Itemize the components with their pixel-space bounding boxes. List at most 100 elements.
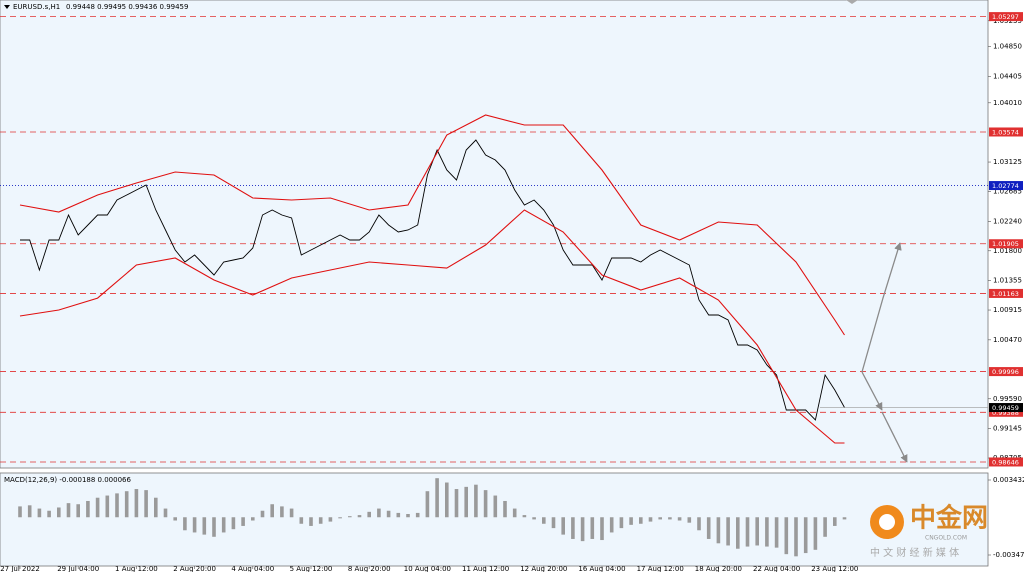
macd-bar xyxy=(445,482,449,518)
macd-bar xyxy=(328,517,333,522)
plot xyxy=(18,114,988,557)
macd-bar xyxy=(784,517,789,555)
macd-bar xyxy=(736,517,740,549)
macd-bar xyxy=(415,512,420,518)
macd-pane xyxy=(0,472,989,567)
macd-bar xyxy=(425,491,430,518)
macd-bar xyxy=(27,505,32,518)
y-tick-label: 0.99590 xyxy=(993,395,1022,403)
macd-bar xyxy=(435,478,439,518)
macd-bar xyxy=(619,517,624,529)
macd-bar xyxy=(590,517,595,539)
macd-bar xyxy=(260,510,265,518)
macd-bar xyxy=(794,517,798,557)
macd-bar xyxy=(706,517,711,539)
level-label-box xyxy=(989,12,1023,22)
level-label-box xyxy=(989,127,1023,137)
macd-bar xyxy=(163,508,168,518)
macd-bar xyxy=(658,517,662,520)
macd-bar xyxy=(386,510,391,518)
macd-bar xyxy=(803,517,808,554)
y-tick-label: 1.02240 xyxy=(993,217,1022,225)
macd-bar xyxy=(726,517,730,546)
macd-title: MACD(12,26,9) -0.000188 0.000066 xyxy=(4,476,131,484)
macd-bar xyxy=(406,513,410,518)
macd-bar xyxy=(522,515,527,518)
y-tick-label: 1.01355 xyxy=(993,277,1022,285)
macd-bar xyxy=(648,517,653,522)
y-tick-label: 1.04405 xyxy=(993,72,1022,80)
macd-bar xyxy=(18,506,22,518)
macd-bar xyxy=(774,517,779,548)
macd-bar xyxy=(134,489,139,518)
x-tick-label: 23 Aug 12:00 xyxy=(811,565,858,572)
macd-bar xyxy=(338,517,342,519)
level-label-box xyxy=(989,288,1023,298)
macd-bar xyxy=(231,517,236,530)
chart-title: EURUSD.s,H1 xyxy=(13,3,60,11)
watermark-site: CNGOLD.COM xyxy=(925,535,967,542)
menu-arrow xyxy=(4,5,10,9)
macd-bar xyxy=(542,517,546,524)
macd-bar xyxy=(512,508,517,518)
macd-bar xyxy=(503,500,507,518)
macd-bar xyxy=(144,490,148,518)
macd-bar xyxy=(309,517,313,526)
x-tick-label: 5 Aug 12:00 xyxy=(290,565,333,572)
macd-bar xyxy=(76,504,80,518)
level-label: 0.98646 xyxy=(992,458,1019,466)
x-tick-label: 29 Jul 04:00 xyxy=(57,565,99,572)
macd-bar xyxy=(212,517,216,537)
macd-bar xyxy=(280,506,284,518)
last-price-label: 0.99459 xyxy=(992,404,1019,412)
macd-bar xyxy=(629,517,633,525)
watermark-logo: 中金网 xyxy=(910,503,988,534)
macd-bar xyxy=(299,517,304,524)
macd-bar xyxy=(561,517,565,535)
macd-bar xyxy=(173,517,177,521)
macd-bar xyxy=(454,489,459,518)
macd-bar xyxy=(396,512,401,518)
macd-bar xyxy=(270,504,274,518)
x-tick-label: 1 Aug 12:00 xyxy=(115,565,158,572)
macd-bar xyxy=(115,493,119,518)
macd-bar xyxy=(668,517,672,520)
macd-bar xyxy=(154,497,158,518)
macd-bar xyxy=(202,517,207,535)
macd-bar xyxy=(289,508,294,518)
level-label-box xyxy=(989,367,1023,377)
y-tick-label: 1.02685 xyxy=(993,188,1022,196)
x-tick-label: 17 Aug 12:00 xyxy=(637,565,684,572)
last-price-box xyxy=(989,403,1023,413)
macd-bar xyxy=(677,517,682,521)
watermark-tagline: 中 文 财 经 新 媒 体 xyxy=(870,546,959,559)
level-label-box xyxy=(989,181,1023,191)
x-tick-label: 4 Aug 04:00 xyxy=(231,565,274,572)
macd-bar xyxy=(221,517,226,533)
y-tick-label: -0.003478 xyxy=(993,551,1024,559)
shift-marker xyxy=(846,0,858,4)
macd-bar xyxy=(483,490,488,518)
macd-bar xyxy=(377,508,381,518)
macd-bar xyxy=(367,511,371,518)
macd-bar xyxy=(493,495,498,518)
chart-subtitle: 0.99448 0.99495 0.99436 0.99459 xyxy=(66,3,188,11)
level-label: 1.05297 xyxy=(992,13,1019,21)
macd-bar xyxy=(241,517,245,526)
macd-bar xyxy=(813,517,818,550)
macd-bar xyxy=(571,517,575,539)
x-tick-label: 22 Aug 04:00 xyxy=(753,565,800,572)
macd-bar xyxy=(251,517,255,521)
macd-bar xyxy=(765,517,769,547)
levels xyxy=(0,16,988,463)
macd-bar xyxy=(687,517,692,523)
level-label: 1.03574 xyxy=(992,128,1019,136)
macd-bar xyxy=(183,517,187,531)
macd-bar xyxy=(105,495,110,518)
macd-bar xyxy=(47,510,51,518)
macd-bar xyxy=(37,508,42,518)
macd-bar xyxy=(318,517,323,524)
y-tick-label: 1.04850 xyxy=(993,43,1022,51)
level-label-box xyxy=(989,457,1023,467)
